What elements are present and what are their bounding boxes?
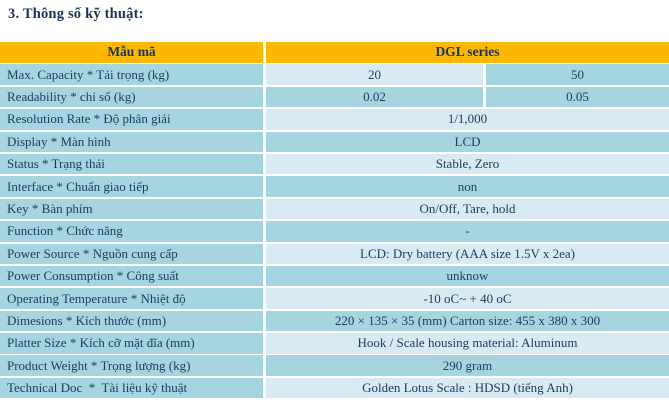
table-row: Dimesions * Kích thước (mm) 220 × 135 × … xyxy=(0,310,669,332)
table-header-row: Mẫu mã DGL series xyxy=(0,42,669,63)
spec-value-cell: 0.02 xyxy=(266,86,483,108)
table-row: Power Source * Nguồn cung cấp LCD: Dry b… xyxy=(0,243,669,265)
spec-table: Mẫu mã DGL series Max. Capacity * Tải tr… xyxy=(0,42,669,400)
table-row: Platter Size * Kích cỡ mặt đĩa (mm) Hook… xyxy=(0,333,669,354)
spec-label-cell: Technical Doc * Tài liệu kỹ thuật xyxy=(0,377,263,399)
table-row: Max. Capacity * Tải trọng (kg) 20 50 xyxy=(0,64,669,85)
spec-value-cell: - xyxy=(266,221,669,242)
spec-label-cell: Key * Bàn phím xyxy=(0,198,263,220)
spec-label-cell: Resolution Rate * Độ phân giải xyxy=(0,109,263,130)
spec-value-split: 0.02 0.05 xyxy=(266,86,669,108)
table-row: Technical Doc * Tài liệu kỹ thuật Golden… xyxy=(0,377,669,399)
header-cell-series: DGL series xyxy=(266,42,669,63)
spec-value-cell: LCD xyxy=(266,131,669,153)
spec-value-cell: -10 oC~ + 40 oC xyxy=(266,288,669,309)
table-row: Product Weight * Trọng lượng (kg) 290 gr… xyxy=(0,355,669,376)
spec-label-cell: Power Source * Nguồn cung cấp xyxy=(0,243,263,265)
table-row: Resolution Rate * Độ phân giải 1/1,000 xyxy=(0,109,669,130)
table-row: Display * Màn hình LCD xyxy=(0,131,669,153)
table-row: Status * Trạng thái Stable, Zero xyxy=(0,153,669,175)
spec-label-cell: Power Consumption * Công suất xyxy=(0,265,263,287)
spec-value-split: 20 50 xyxy=(266,64,669,85)
spec-label-cell: Status * Trạng thái xyxy=(0,153,263,175)
spec-label-cell: Readability * chỉ số (kg) xyxy=(0,86,263,108)
spec-label-cell: Platter Size * Kích cỡ mặt đĩa (mm) xyxy=(0,333,263,354)
header-cell-model: Mẫu mã xyxy=(0,42,263,63)
spec-value-cell: Stable, Zero xyxy=(266,153,669,175)
section-title: 3. Thông số kỹ thuật: xyxy=(8,6,144,22)
spec-label-cell: Max. Capacity * Tải trọng (kg) xyxy=(0,64,263,85)
spec-label-cell: Dimesions * Kích thước (mm) xyxy=(0,310,263,332)
spec-label-cell: Function * Chức năng xyxy=(0,221,263,242)
spec-value-cell: 1/1,000 xyxy=(266,109,669,130)
spec-value-cell: On/Off, Tare, hold xyxy=(266,198,669,220)
spec-label-cell: Interface * Chuẩn giao tiếp xyxy=(0,176,263,197)
spec-label-cell: Display * Màn hình xyxy=(0,131,263,153)
spec-value-cell: 220 × 135 × 35 (mm) Carton size: 455 x 3… xyxy=(266,310,669,332)
table-row: Key * Bàn phím On/Off, Tare, hold xyxy=(0,198,669,220)
spec-value-cell: Golden Lotus Scale : HDSD (tiếng Anh) xyxy=(266,377,669,399)
spec-value-cell: LCD: Dry battery (AAA size 1.5V x 2ea) xyxy=(266,243,669,265)
spec-label-cell: Operating Temperature * Nhiệt độ xyxy=(0,288,263,309)
table-row: Function * Chức năng - xyxy=(0,221,669,242)
spec-label-cell: Product Weight * Trọng lượng (kg) xyxy=(0,355,263,376)
table-row: Interface * Chuẩn giao tiếp non xyxy=(0,176,669,197)
spec-value-cell: unknow xyxy=(266,265,669,287)
spec-value-cell: 50 xyxy=(486,64,669,85)
spec-value-cell: 290 gram xyxy=(266,355,669,376)
table-row: Power Consumption * Công suất unknow xyxy=(0,265,669,287)
table-row: Readability * chỉ số (kg) 0.02 0.05 xyxy=(0,86,669,108)
spec-value-cell: non xyxy=(266,176,669,197)
table-row: Operating Temperature * Nhiệt độ -10 oC~… xyxy=(0,288,669,309)
spec-value-cell: Hook / Scale housing material: Aluminum xyxy=(266,333,669,354)
spec-value-cell: 0.05 xyxy=(486,86,669,108)
spec-value-cell: 20 xyxy=(266,64,483,85)
